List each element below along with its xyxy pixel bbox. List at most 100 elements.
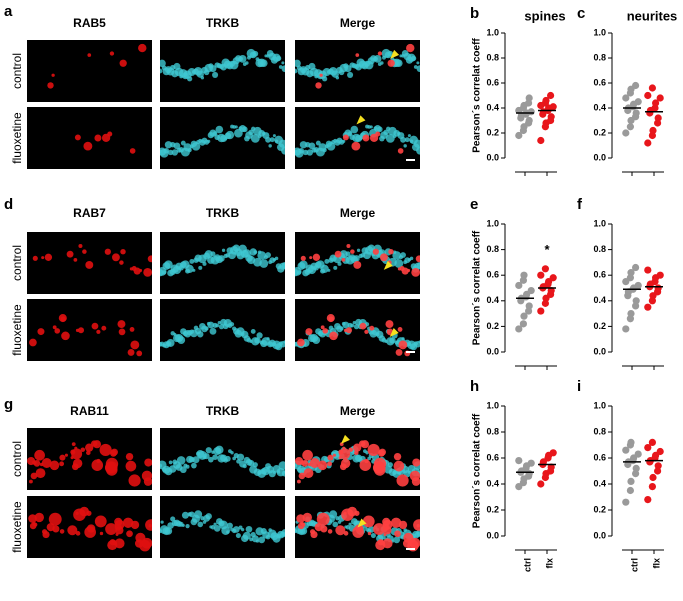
trkb-signal [387, 462, 393, 468]
rab-signal [119, 260, 124, 265]
rab-signal [109, 51, 115, 56]
rab-signal [120, 248, 126, 255]
rab-signal [320, 325, 325, 330]
rab-signal [351, 141, 361, 151]
rab-signal [305, 328, 313, 336]
rab-signal [145, 519, 152, 531]
rab-signal [319, 73, 323, 77]
rab-signal [296, 514, 305, 523]
trkb-signal [373, 54, 382, 63]
trkb-signal [212, 131, 218, 136]
panel-letter: c [577, 5, 585, 22]
trkb-signal [202, 261, 207, 266]
trkb-signal [215, 445, 224, 455]
rab-signal [327, 529, 333, 534]
trkb-signal [392, 251, 402, 260]
x-tick-label: flx [651, 558, 661, 569]
signal [295, 124, 420, 158]
rab-signal [32, 521, 36, 526]
rab-signal [339, 442, 344, 447]
rab-signal [367, 443, 380, 457]
trkb-signal [367, 526, 375, 533]
rab-signal [372, 248, 379, 255]
trkb-signal [385, 133, 395, 143]
trkb-signal [369, 125, 373, 129]
signal [74, 131, 136, 154]
significance-mark: * [544, 242, 550, 257]
trkb-signal [344, 65, 352, 73]
data-point [644, 266, 652, 274]
y-tick-label: 0.6 [593, 270, 606, 280]
rab-signal [87, 53, 92, 57]
trkb-signal [339, 326, 344, 331]
data-point [627, 310, 635, 318]
trkb-signal [253, 250, 258, 254]
rab-signal [338, 456, 342, 460]
trkb-signal [335, 76, 340, 80]
rab-signal [411, 267, 420, 277]
arrowhead [390, 49, 400, 59]
rab-signal [28, 479, 33, 484]
trkb-signal [160, 59, 166, 68]
trkb-signal [176, 456, 186, 465]
y-tick-label: 0.2 [593, 504, 606, 514]
data-point [649, 126, 657, 135]
trkb-signal [278, 461, 285, 471]
rab-signal [312, 253, 321, 261]
y-tick-label: 0.6 [593, 77, 606, 87]
micrograph [27, 299, 152, 361]
data-point [547, 286, 555, 295]
rab-signal [388, 248, 394, 255]
trkb-signal [258, 536, 266, 544]
trkb-signal [387, 50, 394, 57]
trkb-signal [342, 139, 346, 143]
micrograph [27, 428, 152, 490]
trkb-signal [205, 447, 212, 454]
signal [32, 243, 152, 277]
trkb-signal [213, 522, 217, 526]
micrograph [27, 496, 152, 558]
rab-signal [59, 461, 65, 467]
rab-signal [298, 472, 306, 480]
trkb-signal [404, 137, 410, 143]
rab-signal [302, 512, 313, 523]
trkb-signal [281, 146, 285, 155]
trkb-signal [389, 337, 396, 344]
rab-signal [80, 447, 86, 452]
trkb-signal [192, 456, 200, 464]
rab-signal [82, 249, 87, 254]
trkb-signal [257, 251, 267, 260]
panel-letter: d [4, 196, 13, 213]
y-tick-label: 0.4 [486, 102, 499, 112]
micrograph [295, 107, 420, 169]
trkb-signal [308, 142, 316, 150]
trkb-signal [185, 264, 194, 274]
rab-signal [350, 249, 355, 254]
rab-signal [338, 449, 344, 455]
trkb-signal [329, 510, 338, 519]
panel-letter: a [4, 3, 13, 20]
rab-signal [332, 453, 336, 457]
trkb-signal [194, 510, 203, 519]
rab-signal [94, 515, 107, 528]
data-point [634, 450, 642, 458]
chart-title: spines [524, 8, 565, 23]
rab-signal [133, 267, 141, 275]
data-point [644, 139, 652, 147]
rab-signal [412, 458, 420, 467]
rab-signal [396, 474, 409, 487]
signal [27, 440, 152, 487]
micrograph [160, 428, 285, 490]
trkb-signal [347, 131, 353, 136]
micrograph [160, 107, 285, 169]
trkb-signal [160, 520, 164, 524]
rab-signal [129, 327, 135, 332]
y-tick-label: 0.8 [593, 52, 606, 62]
trkb-signal [255, 539, 260, 543]
rab-signal [128, 474, 141, 487]
rab-signal [355, 53, 360, 57]
data-point [519, 320, 528, 328]
y-tick-label: 1.0 [486, 27, 499, 37]
rab-signal [390, 517, 402, 528]
rab-signal [44, 253, 53, 261]
